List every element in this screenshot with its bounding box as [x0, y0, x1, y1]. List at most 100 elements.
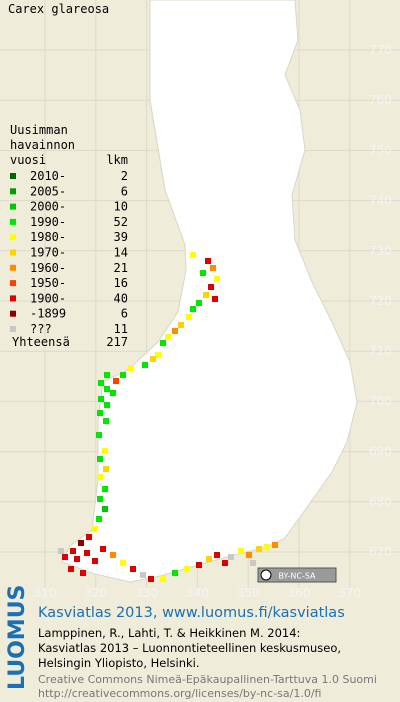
record-square [160, 576, 166, 582]
northing-label: 720 [369, 294, 392, 308]
record-square [110, 552, 116, 558]
record-square [104, 386, 110, 392]
legend-period: 1980- [30, 230, 66, 244]
legend-period: 2005- [30, 184, 66, 198]
atlas-link[interactable]: Kasviatlas 2013, www.luomus.fi/kasviatla… [38, 605, 345, 621]
northing-label: 730 [369, 244, 392, 258]
legend-count: 52 [114, 215, 128, 229]
legend-count: 6 [121, 307, 128, 321]
record-square [96, 432, 102, 438]
record-square [78, 540, 84, 546]
record-square [98, 396, 104, 402]
record-square [190, 252, 196, 258]
legend-swatch [10, 249, 16, 256]
record-square [96, 516, 102, 522]
legend-total-count: 217 [106, 335, 128, 349]
record-square [250, 560, 256, 566]
record-square [98, 380, 104, 386]
record-square [210, 265, 216, 271]
record-square [142, 362, 148, 368]
legend-count: 6 [121, 184, 128, 198]
easting-label: 350 [237, 586, 260, 600]
legend-swatch [10, 218, 16, 225]
citation-line: Lamppinen, R., Lahti, T. & Heikkinen M. … [38, 626, 300, 640]
northing-label: 710 [369, 344, 392, 358]
record-square [196, 300, 202, 306]
record-square [200, 270, 206, 276]
record-square [196, 562, 202, 568]
legend-period: 1970- [30, 246, 66, 260]
easting-label: 320 [84, 586, 107, 600]
legend-count: 21 [114, 261, 128, 275]
record-square [102, 486, 108, 492]
record-square [150, 356, 156, 362]
legend-period: 1900- [30, 291, 66, 305]
legend-swatch [10, 326, 16, 332]
record-square [84, 550, 90, 556]
legend-swatch [10, 264, 16, 271]
badge-text: BY-NC-SA [278, 572, 316, 581]
record-square [203, 292, 209, 298]
record-square [186, 314, 192, 320]
legend-swatch [10, 203, 16, 210]
cc-icon [260, 569, 272, 581]
record-square [190, 306, 196, 312]
record-square [120, 372, 126, 378]
northing-label: 700 [369, 394, 392, 408]
record-square [103, 418, 109, 424]
legend-count: 10 [114, 200, 128, 214]
record-square [104, 402, 110, 408]
record-square [206, 556, 212, 562]
record-square [256, 546, 262, 552]
legend-period: 2000- [30, 200, 66, 214]
records [58, 252, 278, 582]
record-square [205, 258, 211, 264]
record-square [92, 558, 98, 564]
citation-line: Kasviatlas 2013 – Luonnontieteellinen ke… [38, 641, 341, 655]
record-square [102, 448, 108, 454]
easting-label: 370 [338, 586, 361, 600]
license-badge: BY-NC-SA [257, 567, 337, 583]
brand: LUOMUS [5, 585, 30, 690]
legend-count: 16 [114, 276, 128, 290]
record-square [120, 560, 126, 566]
footer: Lamppinen, R., Lahti, T. & Heikkinen M. … [38, 626, 377, 700]
easting-label: 360 [288, 586, 311, 600]
species-title: Carex glareosa [8, 2, 109, 16]
record-square [128, 365, 134, 371]
record-square [74, 556, 80, 562]
record-square [264, 544, 270, 550]
record-square [110, 390, 116, 396]
record-square [100, 546, 106, 552]
legend-count: 2 [121, 169, 128, 183]
record-square [172, 570, 178, 576]
northing-label: 750 [369, 143, 392, 157]
northing-label: 670 [369, 545, 392, 559]
record-square [184, 566, 190, 572]
record-square [148, 576, 154, 582]
record-square [97, 456, 103, 462]
legend-period: 2010- [30, 169, 66, 183]
legend-swatch [10, 234, 16, 241]
legend-count: 40 [114, 291, 128, 305]
badge-box [257, 567, 337, 583]
record-square [212, 296, 218, 302]
legend-swatch [10, 295, 16, 302]
legend-swatch [10, 188, 16, 195]
record-square [97, 496, 103, 502]
legend-column: vuosi [10, 153, 46, 167]
record-square [178, 322, 184, 328]
legend-swatch [10, 280, 16, 287]
legend-swatch [10, 173, 16, 179]
record-square [208, 284, 214, 290]
record-square [130, 566, 136, 572]
legend-count: 39 [114, 230, 128, 244]
record-square [80, 570, 86, 576]
legend-period: 1990- [30, 215, 66, 229]
record-square [86, 534, 92, 540]
record-square [238, 548, 244, 554]
record-square [92, 526, 98, 532]
record-square [58, 548, 64, 554]
record-square [160, 340, 166, 346]
